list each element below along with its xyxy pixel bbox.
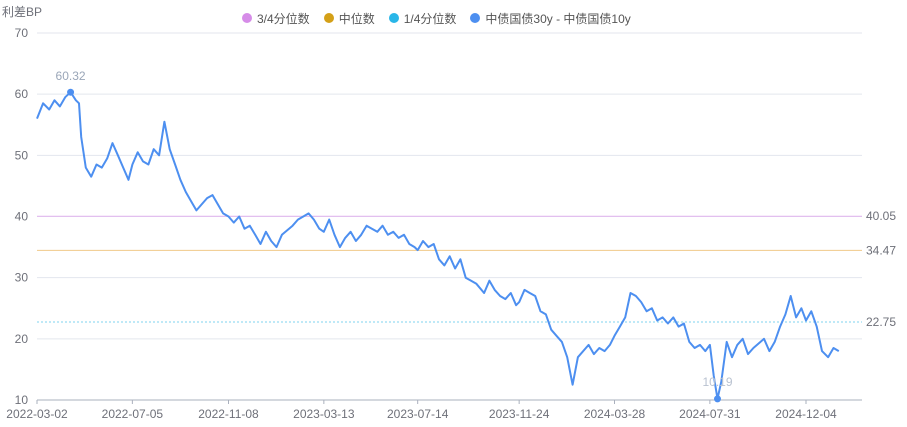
y-tick-label: 20 [15, 332, 29, 346]
reference-line-label: 22.75 [866, 315, 896, 329]
x-tick-label: 2023-07-14 [387, 407, 449, 421]
y-tick-label: 50 [15, 148, 29, 162]
y-tick-label: 60 [15, 87, 29, 101]
x-tick-label: 2022-11-08 [198, 407, 259, 421]
y-tick-label: 40 [15, 210, 29, 224]
x-tick-label: 2022-07-05 [102, 407, 164, 421]
legend-item-median[interactable]: 中位数 [323, 10, 375, 27]
legend-label-q1: 1/4分位数 [403, 11, 457, 26]
legend-label-median: 中位数 [338, 11, 375, 26]
annotation-marker [67, 88, 75, 96]
annotation-label: 10.19 [702, 375, 732, 389]
x-tick-label: 2024-12-04 [775, 407, 837, 421]
y-tick-label: 70 [15, 26, 29, 40]
legend-dot-q3 [242, 13, 252, 23]
legend-item-q3[interactable]: 3/4分位数 [242, 10, 310, 27]
legend-label-q3: 3/4分位数 [257, 11, 310, 26]
annotation-label: 60.32 [56, 69, 86, 83]
reference-line-label: 40.05 [866, 209, 896, 223]
legend-label-series: 中债国债30y - 中债国债10y [485, 11, 631, 26]
series-line [36, 91, 840, 400]
y-tick-label: 10 [15, 393, 29, 407]
x-tick-label: 2024-07-31 [679, 407, 741, 421]
legend-dot-median [323, 13, 334, 23]
chart-legend: 3/4分位数 中位数 1/4分位数 中债国债30y - 中债国债10y [242, 10, 631, 26]
legend-dot-q1 [388, 13, 399, 23]
legend-dot-series [470, 13, 481, 23]
x-tick-label: 2022-03-02 [6, 407, 68, 421]
y-axis-title: 利差BP [2, 5, 43, 19]
x-tick-label: 2023-11-24 [489, 407, 550, 421]
x-tick-label: 2024-03-28 [584, 407, 646, 421]
y-tick-label: 30 [15, 271, 29, 285]
reference-line-label: 34.47 [866, 243, 896, 257]
legend-item-series[interactable]: 中债国债30y - 中债国债10y [470, 10, 631, 27]
legend-item-q1[interactable]: 1/4分位数 [388, 10, 457, 27]
x-tick-label: 2023-03-13 [293, 407, 355, 421]
annotation-marker [714, 395, 722, 403]
